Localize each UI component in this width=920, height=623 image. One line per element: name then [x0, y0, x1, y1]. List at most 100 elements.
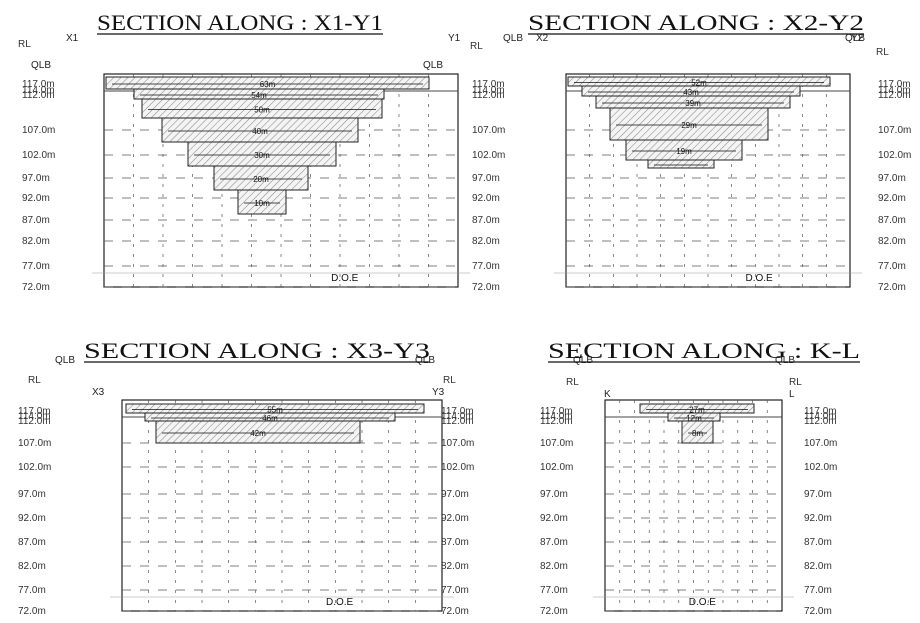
doe-label: D.O.E — [746, 273, 774, 284]
rl-label-left: 114.0m — [18, 411, 51, 422]
datum-label-left: RL — [566, 377, 579, 388]
rl-label-left: 112.0m — [18, 416, 51, 427]
rl-label-left: 107.0m — [18, 438, 51, 449]
rl-label-right: 114.0m — [804, 411, 837, 422]
end-marker-left: X2 — [536, 33, 549, 44]
rl-label-left: 87.0m — [472, 215, 500, 226]
rl-label-left: 72.0m — [22, 282, 50, 293]
end-marker-right: Y1 — [448, 33, 461, 44]
rl-label-left: 102.0m — [540, 462, 573, 473]
rl-label-left: 87.0m — [18, 537, 46, 548]
rl-label-right: 112.0m — [804, 416, 837, 427]
rl-label-right: 92.0m — [804, 513, 832, 524]
doe-label: D.O.E — [331, 273, 359, 284]
rl-label-left: 82.0m — [18, 561, 46, 572]
section-title: SECTION ALONG : X1-Y1 — [97, 10, 383, 35]
excavation-bench — [609, 107, 769, 141]
bench-width-label: 50m — [254, 106, 270, 115]
bank-label-left: QLB — [573, 355, 593, 366]
rl-label-left: 72.0m — [18, 606, 46, 617]
section-title: SECTION ALONG : X3-Y3 — [84, 338, 430, 363]
bank-label-right: QLB — [415, 355, 435, 366]
datum-label-left: RL — [28, 375, 41, 386]
bank-label-right: QLB — [845, 33, 865, 44]
rl-label-right: 102.0m — [878, 150, 911, 161]
rl-label-right: 97.0m — [804, 489, 832, 500]
rl-label-left: 114.0m — [540, 411, 573, 422]
excavation-bench — [213, 165, 309, 191]
bench-width-label: 20m — [253, 175, 269, 184]
rl-label-left: 72.0m — [472, 282, 500, 293]
bench-width-label: 39m — [685, 99, 701, 108]
rl-label-right: 82.0m — [804, 561, 832, 572]
bench-width-label: 29m — [681, 121, 697, 130]
bench-width-label: 19m — [676, 147, 692, 156]
rl-label-left: 117.0m — [540, 406, 573, 417]
rl-label-left: 92.0m — [22, 193, 50, 204]
rl-label-left: 102.0m — [472, 150, 505, 161]
rl-label-right: 107.0m — [878, 125, 911, 136]
rl-label-left: 114.0m — [22, 85, 55, 96]
rl-label-left: 97.0m — [540, 489, 568, 500]
bank-label-right: QLB — [775, 355, 795, 366]
rl-label-left: 72.0m — [540, 606, 568, 617]
rl-label-right: 77.0m — [878, 261, 906, 272]
rl-label-right: 72.0m — [878, 282, 906, 293]
rl-label-left: 77.0m — [22, 261, 50, 272]
excavation-bench — [647, 159, 715, 169]
doe-label: D.O.E — [326, 597, 354, 608]
datum-label-left: RL — [470, 41, 483, 52]
rl-label-left: 77.0m — [472, 261, 500, 272]
rl-label-right: 112.0m — [441, 416, 474, 427]
rl-label-right: 97.0m — [441, 489, 469, 500]
rl-label-left: 117.0m — [22, 79, 55, 90]
excavation-bench — [161, 117, 359, 143]
rl-label-right: 112.0m — [878, 90, 911, 101]
rl-label-left: 77.0m — [18, 585, 46, 596]
rl-label-right: 87.0m — [878, 215, 906, 226]
rl-label-right: 97.0m — [878, 173, 906, 184]
rl-label-right: 107.0m — [441, 438, 474, 449]
rl-label-right: 92.0m — [878, 193, 906, 204]
rl-label-left: 114.0m — [472, 85, 505, 96]
rl-label-left: 107.0m — [540, 438, 573, 449]
rl-label-left: 117.0m — [18, 406, 51, 417]
rl-label-right: 117.0m — [878, 79, 911, 90]
bank-label-left: QLB — [55, 355, 75, 366]
rl-label-left: 102.0m — [22, 150, 55, 161]
rl-label-right: 72.0m — [804, 606, 832, 617]
rl-label-right: 87.0m — [804, 537, 832, 548]
rl-label-left: 102.0m — [18, 462, 51, 473]
rl-label-right: 114.0m — [878, 85, 911, 96]
section-title: SECTION ALONG : K-L — [548, 338, 860, 363]
bench-width-label: 27m — [689, 406, 705, 415]
rl-label-left: 82.0m — [22, 236, 50, 247]
rl-label-left: 97.0m — [472, 173, 500, 184]
bench-width-label: 40m — [252, 127, 268, 136]
doe-label: D.O.E — [689, 597, 717, 608]
rl-label-left: 92.0m — [18, 513, 46, 524]
rl-label-right: 107.0m — [804, 438, 837, 449]
rl-label-right: 87.0m — [441, 537, 469, 548]
rl-label-left: 87.0m — [22, 215, 50, 226]
datum-label-left: RL — [18, 39, 31, 50]
bench-width-label: 43m — [683, 88, 699, 97]
rl-label-right: 82.0m — [878, 236, 906, 247]
excavation-bench — [237, 189, 287, 215]
rl-label-right: 117.0m — [804, 406, 837, 417]
rl-label-right: 77.0m — [441, 585, 469, 596]
rl-label-right: 114.0m — [441, 411, 474, 422]
rl-label-left: 107.0m — [472, 125, 505, 136]
bank-label-left: QLB — [503, 33, 523, 44]
section-title: SECTION ALONG : X2-Y2 — [528, 10, 864, 35]
rl-label-right: 102.0m — [804, 462, 837, 473]
rl-label-right: 77.0m — [804, 585, 832, 596]
datum-label-right: RL — [789, 377, 802, 388]
end-marker-left: X3 — [92, 387, 105, 398]
end-marker-right: Y2 — [851, 33, 864, 44]
